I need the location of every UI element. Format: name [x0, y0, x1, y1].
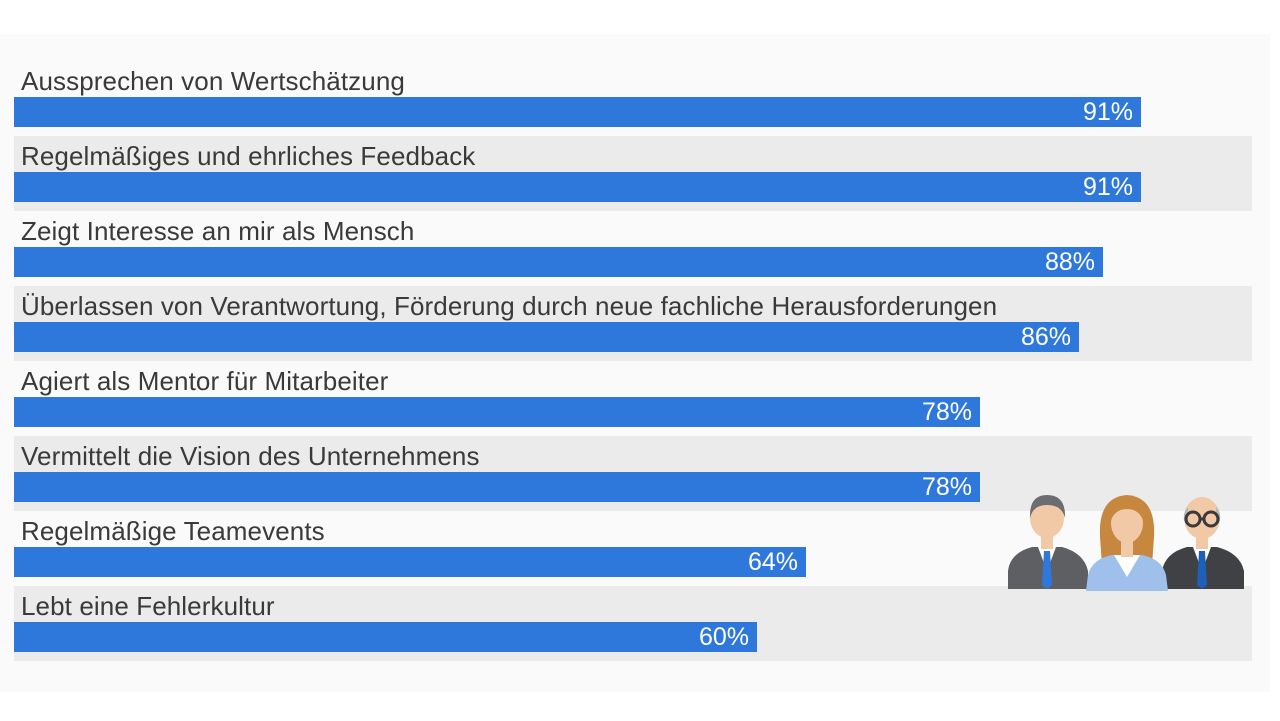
- value-label: 88%: [1044, 248, 1095, 276]
- chart-row: Aussprechen von Wertschätzung 91%: [14, 61, 1252, 136]
- chart-row: Regelmäßige Teamevents 64%: [14, 511, 1252, 586]
- chart-row: Regelmäßiges und ehrliches Feedback 91%: [14, 136, 1252, 211]
- bar: 78%: [14, 472, 980, 502]
- bar: 86%: [14, 322, 1079, 352]
- chart-row: Agiert als Mentor für Mitarbeiter 78%: [14, 361, 1252, 436]
- bar: 88%: [14, 247, 1103, 277]
- value-label: 78%: [921, 473, 972, 501]
- chart-row: Überlassen von Verantwortung, Förderung …: [14, 286, 1252, 361]
- value-label: 86%: [1020, 323, 1071, 351]
- category-label: Agiert als Mentor für Mitarbeiter: [21, 366, 389, 396]
- category-label: Regelmäßige Teamevents: [21, 516, 325, 546]
- value-label: 60%: [698, 623, 749, 651]
- category-label: Vermittelt die Vision des Unternehmens: [21, 441, 480, 471]
- chart-panel: Aussprechen von Wertschätzung 91% Regelmäß…: [0, 34, 1270, 692]
- bar: 60%: [14, 622, 757, 652]
- category-label: Zeigt Interesse an mir als Mensch: [21, 216, 415, 246]
- category-label: Lebt eine Fehlerkultur: [21, 591, 275, 621]
- value-label: 91%: [1082, 98, 1133, 126]
- category-label: Überlassen von Verantwortung, Förderung …: [21, 291, 998, 321]
- value-label: 78%: [921, 398, 972, 426]
- category-label: Regelmäßiges und ehrliches Feedback: [21, 141, 476, 171]
- bar: 64%: [14, 547, 806, 577]
- chart-row: Lebt eine Fehlerkultur 60%: [14, 586, 1252, 661]
- value-label: 91%: [1082, 173, 1133, 201]
- bar: 91%: [14, 172, 1141, 202]
- bar: 91%: [14, 97, 1141, 127]
- value-label: 64%: [747, 548, 798, 576]
- bar: 78%: [14, 397, 980, 427]
- business-people-icon: [1008, 495, 1244, 591]
- chart-row: Zeigt Interesse an mir als Mensch 88%: [14, 211, 1252, 286]
- category-label: Aussprechen von Wertschätzung: [21, 66, 405, 96]
